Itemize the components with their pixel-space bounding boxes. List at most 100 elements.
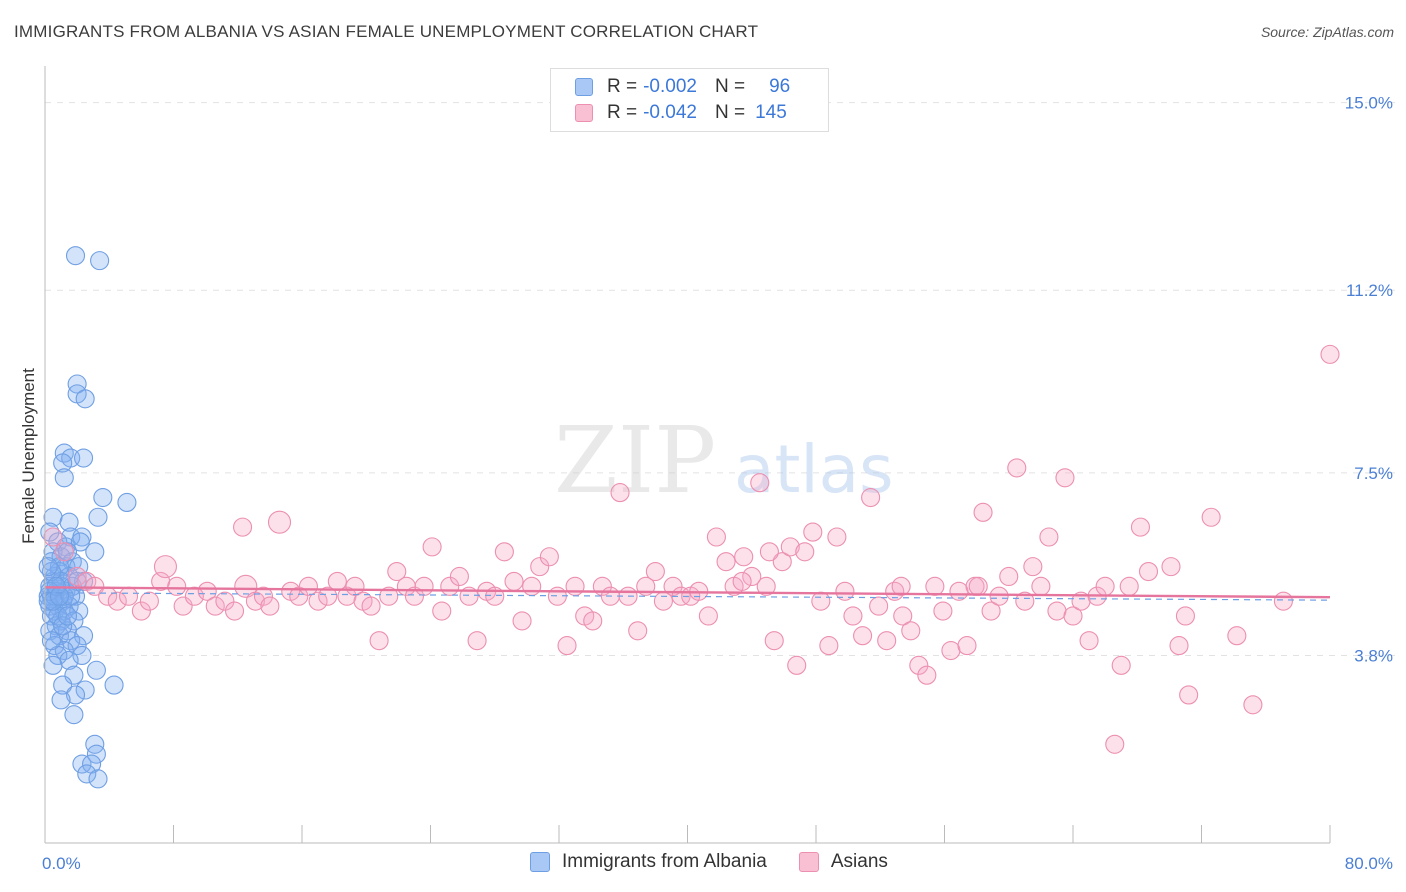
data-point [1031,576,1051,596]
data-point [909,655,929,675]
data-point [289,586,309,606]
data-point [88,507,108,527]
data-point [93,487,113,508]
data-point [318,586,338,606]
data-point [610,483,630,503]
y-tick-label: 3.8% [1354,646,1393,665]
data-point [449,566,469,587]
y-axis-label: Female Unemployment [19,368,38,544]
data-point [917,665,937,685]
data-point [530,557,550,577]
data-point [645,561,665,582]
data-point [706,527,726,547]
data-point [62,552,82,572]
data-point [43,527,63,547]
data-point [843,606,863,626]
series-legend-asians: Asians [798,851,888,873]
series-albania-points [38,246,137,789]
data-point [1063,606,1083,626]
data-point [504,571,524,591]
data-point [85,734,105,754]
data-point [65,246,86,266]
gridlines [45,102,1395,656]
data-point [43,591,63,611]
data-point [74,626,94,646]
x-tick-label: 0.0% [42,854,81,873]
data-point [67,636,87,656]
data-point [827,527,847,547]
data-point [107,591,127,611]
data-point [1111,655,1131,675]
legend-swatch-asians [575,104,593,122]
data-point [1201,507,1221,527]
data-point [756,576,776,596]
data-point [803,522,823,542]
data-point [369,631,389,651]
data-point [764,631,784,651]
data-point [308,591,328,611]
data-point [54,443,74,463]
data-point [75,389,95,409]
data-point [184,586,204,606]
data-point [1130,517,1151,537]
data-point [891,576,911,596]
data-point [53,453,73,473]
data-point [1243,695,1263,715]
data-point [104,675,124,695]
data-point [72,645,92,666]
data-point [64,705,84,725]
watermark-zip: ZIP [554,407,716,514]
points-layer [38,246,1340,789]
data-point [968,576,988,596]
y-tick-label: 7.5% [1354,464,1393,483]
watermark: ZIP atlas [554,407,894,514]
legend-n-value: 145 [755,102,787,123]
data-point [153,555,178,579]
x-tick-label: 80.0% [1345,854,1393,873]
data-point [512,611,532,631]
data-point [57,606,78,626]
data-point [1095,576,1115,596]
data-point [414,576,434,596]
data-point [253,586,274,606]
data-point [1161,557,1181,577]
data-point [90,251,110,271]
data-point [1039,527,1059,547]
data-point [861,487,881,508]
y-tick-label: 11.2% [1346,281,1393,300]
data-point [1007,458,1027,478]
data-point [933,601,953,621]
data-point [267,510,292,534]
data-point [361,596,381,616]
data-point [734,547,754,567]
data-point [422,537,442,557]
data-point [1079,631,1099,651]
data-point [117,492,137,513]
data-point [583,611,603,631]
data-point [787,655,807,675]
data-point [628,621,648,641]
data-point [69,601,89,621]
data-point [432,601,452,621]
data-point [74,448,94,468]
data-point [54,542,74,562]
data-point [893,606,913,626]
data-point [38,557,58,577]
data-point [387,561,407,582]
data-point [1015,591,1035,611]
data-point [67,374,87,394]
data-point [877,631,897,651]
data-point [750,473,770,493]
legend-n-label: N = [714,102,746,123]
data-point [522,576,542,596]
data-point [989,586,1009,606]
data-point [925,576,945,596]
data-point [999,566,1019,587]
data-point [716,552,736,572]
data-point [51,690,71,710]
data-point [379,586,399,606]
data-point [54,468,74,488]
series-legend: Immigrants from Albania Asians [530,851,920,873]
data-point [224,601,245,621]
